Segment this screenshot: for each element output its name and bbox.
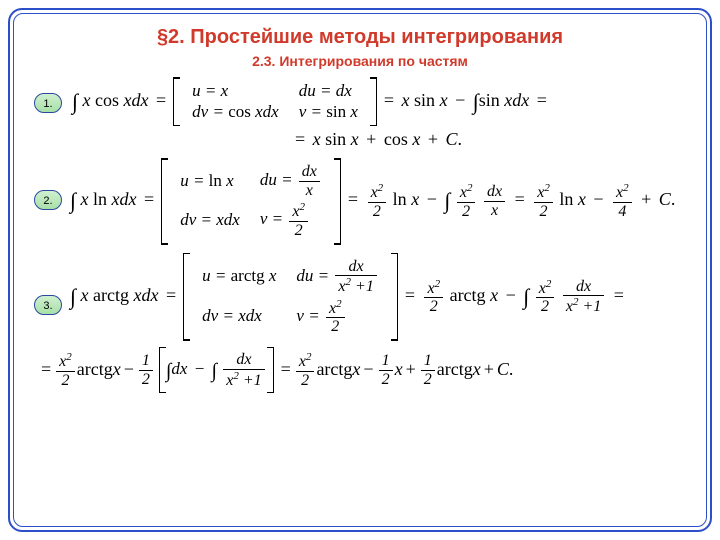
- eq2-line1: ∫ x ln xdx = u = ln x du = dxx dv = xdx …: [32, 158, 688, 244]
- substitution-2: u = ln x du = dxx dv = xdx v = x22: [161, 158, 341, 244]
- eq1-line1: ∫ x cos xdx = u = xdu = dx dv = cos xdxv…: [32, 77, 688, 126]
- substitution-1: u = xdu = dx dv = cos xdxv = sin x: [173, 77, 377, 126]
- example-2: 2. ∫ x ln xdx = u = ln x du = dxx dv = x…: [32, 158, 688, 244]
- substitution-3: u = arctg x du = dxx2 +1 dv = xdx v = x2…: [183, 253, 398, 341]
- example-3: 3. ∫ x arctg xdx = u = arctg x du = dxx2…: [32, 253, 688, 394]
- eq3-line1: ∫ x arctg xdx = u = arctg x du = dxx2 +1…: [32, 253, 688, 341]
- slide-content: §2. Простейшие методы интегрирования 2.3…: [18, 18, 702, 522]
- example-badge-2: 2.: [34, 190, 62, 210]
- page-subtitle: 2.3. Интегрирования по частям: [32, 53, 688, 69]
- eq3-line2: = x22 arctg x − 12 ∫dx − ∫ dxx2 +1 = x22…: [32, 347, 688, 393]
- page-title: §2. Простейшие методы интегрирования: [32, 26, 688, 49]
- example-1: 1. ∫ x cos xdx = u = xdu = dx dv = cos x…: [32, 77, 688, 150]
- example-badge-1: 1.: [34, 93, 62, 113]
- eq1-line2: = x sin x + cos x + C.: [32, 130, 688, 150]
- example-badge-3: 3.: [34, 295, 62, 315]
